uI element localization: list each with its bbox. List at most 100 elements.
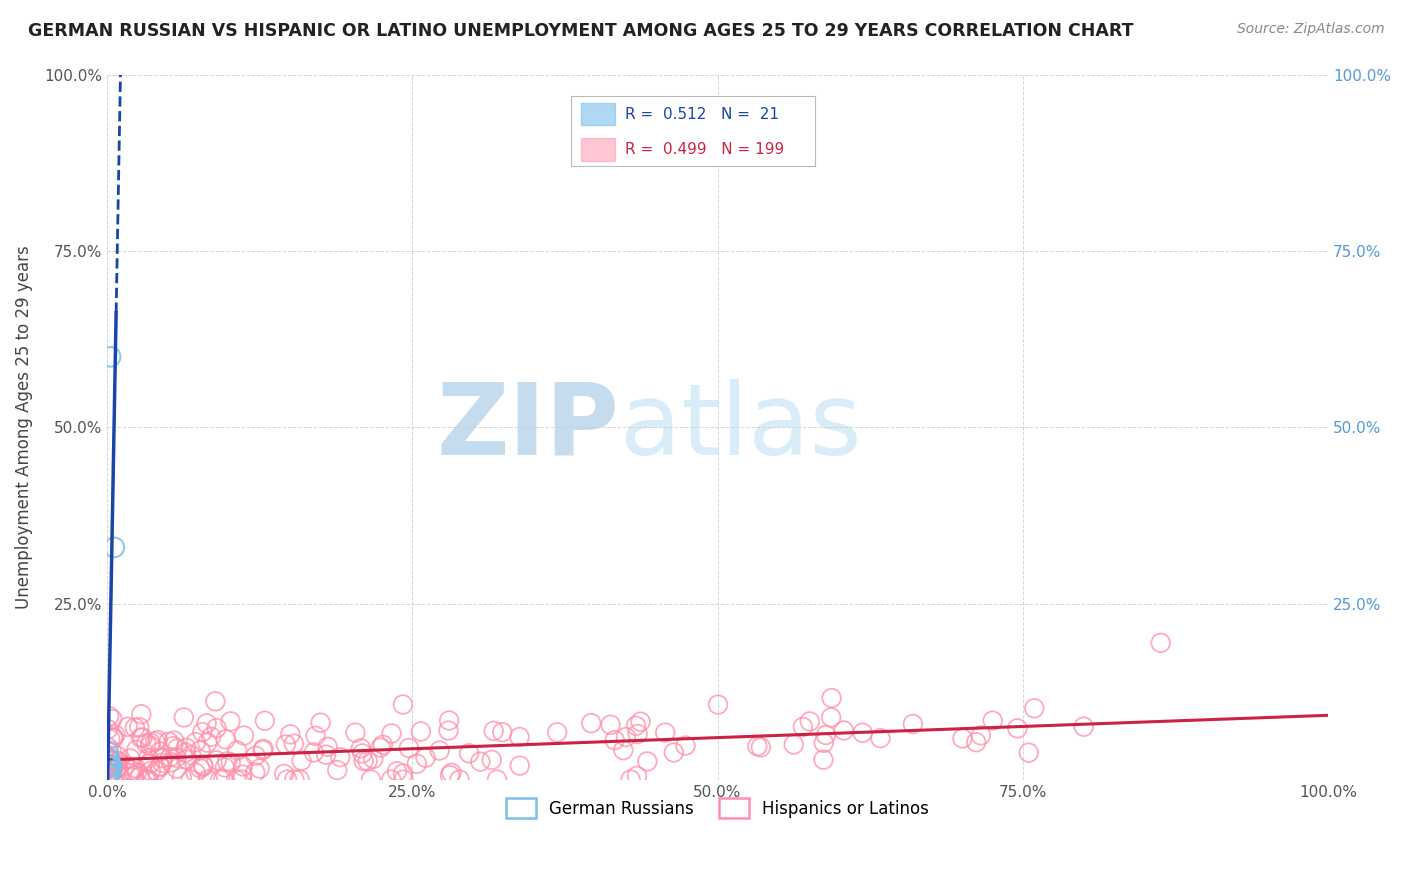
- Point: [405, 756, 427, 771]
- Point: [97, 766, 120, 780]
- Point: [1150, 636, 1173, 650]
- Point: [107, 749, 129, 764]
- Point: [96, 770, 118, 784]
- Point: [981, 714, 1004, 728]
- Point: [231, 772, 253, 787]
- Point: [120, 751, 142, 765]
- Point: [482, 723, 505, 738]
- Point: [139, 736, 162, 750]
- Point: [97, 745, 120, 759]
- Point: [360, 772, 382, 787]
- Point: [449, 772, 471, 787]
- Point: [901, 717, 924, 731]
- Point: [100, 766, 122, 780]
- Point: [352, 747, 374, 761]
- Point: [380, 772, 402, 787]
- Point: [783, 738, 806, 752]
- Point: [491, 725, 513, 739]
- Point: [1073, 720, 1095, 734]
- Text: Source: ZipAtlas.com: Source: ZipAtlas.com: [1237, 22, 1385, 37]
- Point: [200, 730, 222, 744]
- Point: [104, 763, 127, 777]
- Point: [166, 762, 188, 776]
- Point: [385, 764, 408, 779]
- Point: [176, 753, 198, 767]
- Point: [143, 734, 166, 748]
- Text: ZIP: ZIP: [437, 379, 620, 476]
- Point: [813, 736, 835, 750]
- Point: [97, 759, 120, 773]
- Point: [707, 698, 730, 712]
- Point: [163, 733, 186, 747]
- Point: [103, 758, 125, 772]
- Point: [245, 765, 267, 780]
- Point: [214, 760, 236, 774]
- Point: [131, 731, 153, 745]
- Point: [159, 750, 181, 764]
- Point: [290, 754, 312, 768]
- Point: [184, 766, 207, 780]
- Point: [170, 770, 193, 784]
- Point: [747, 739, 769, 754]
- Point: [273, 767, 295, 781]
- Point: [105, 755, 128, 769]
- Point: [117, 720, 139, 734]
- Point: [214, 732, 236, 747]
- Point: [965, 735, 987, 749]
- Point: [252, 742, 274, 756]
- Point: [209, 772, 232, 787]
- Point: [675, 739, 697, 753]
- Text: atlas: atlas: [620, 379, 862, 476]
- Point: [98, 732, 121, 747]
- Point: [316, 739, 339, 754]
- Text: GERMAN RUSSIAN VS HISPANIC OR LATINO UNEMPLOYMENT AMONG AGES 25 TO 29 YEARS CORR: GERMAN RUSSIAN VS HISPANIC OR LATINO UNE…: [28, 22, 1133, 40]
- Point: [190, 743, 212, 757]
- Point: [108, 768, 131, 782]
- Point: [662, 746, 685, 760]
- Point: [124, 721, 146, 735]
- Point: [245, 748, 267, 763]
- Point: [97, 759, 120, 773]
- Point: [630, 714, 652, 729]
- Point: [371, 738, 394, 752]
- Point: [226, 743, 249, 757]
- Point: [225, 772, 247, 787]
- Point: [146, 733, 169, 747]
- Point: [166, 741, 188, 756]
- Point: [309, 715, 332, 730]
- Point: [108, 754, 131, 768]
- Point: [96, 756, 118, 771]
- Point: [820, 691, 842, 706]
- Point: [231, 767, 253, 781]
- Point: [832, 723, 855, 738]
- Point: [98, 766, 121, 780]
- Point: [486, 772, 509, 787]
- Point: [193, 759, 215, 773]
- Point: [252, 743, 274, 757]
- Point: [97, 759, 120, 773]
- Point: [627, 727, 650, 741]
- Point: [283, 737, 305, 751]
- Point: [353, 754, 375, 768]
- Point: [165, 750, 187, 764]
- Point: [149, 760, 172, 774]
- Point: [101, 731, 124, 745]
- Point: [121, 771, 143, 785]
- Point: [97, 759, 120, 773]
- Point: [429, 743, 451, 757]
- Point: [139, 739, 162, 753]
- Point: [120, 763, 142, 777]
- Point: [100, 757, 122, 772]
- Point: [315, 747, 337, 762]
- Point: [138, 772, 160, 787]
- Point: [205, 753, 228, 767]
- Point: [100, 753, 122, 767]
- Point: [470, 755, 492, 769]
- Point: [98, 709, 121, 723]
- Point: [101, 755, 124, 769]
- Point: [120, 766, 142, 780]
- Point: [97, 762, 120, 776]
- Point: [288, 772, 311, 787]
- Point: [97, 766, 120, 780]
- Point: [1024, 701, 1046, 715]
